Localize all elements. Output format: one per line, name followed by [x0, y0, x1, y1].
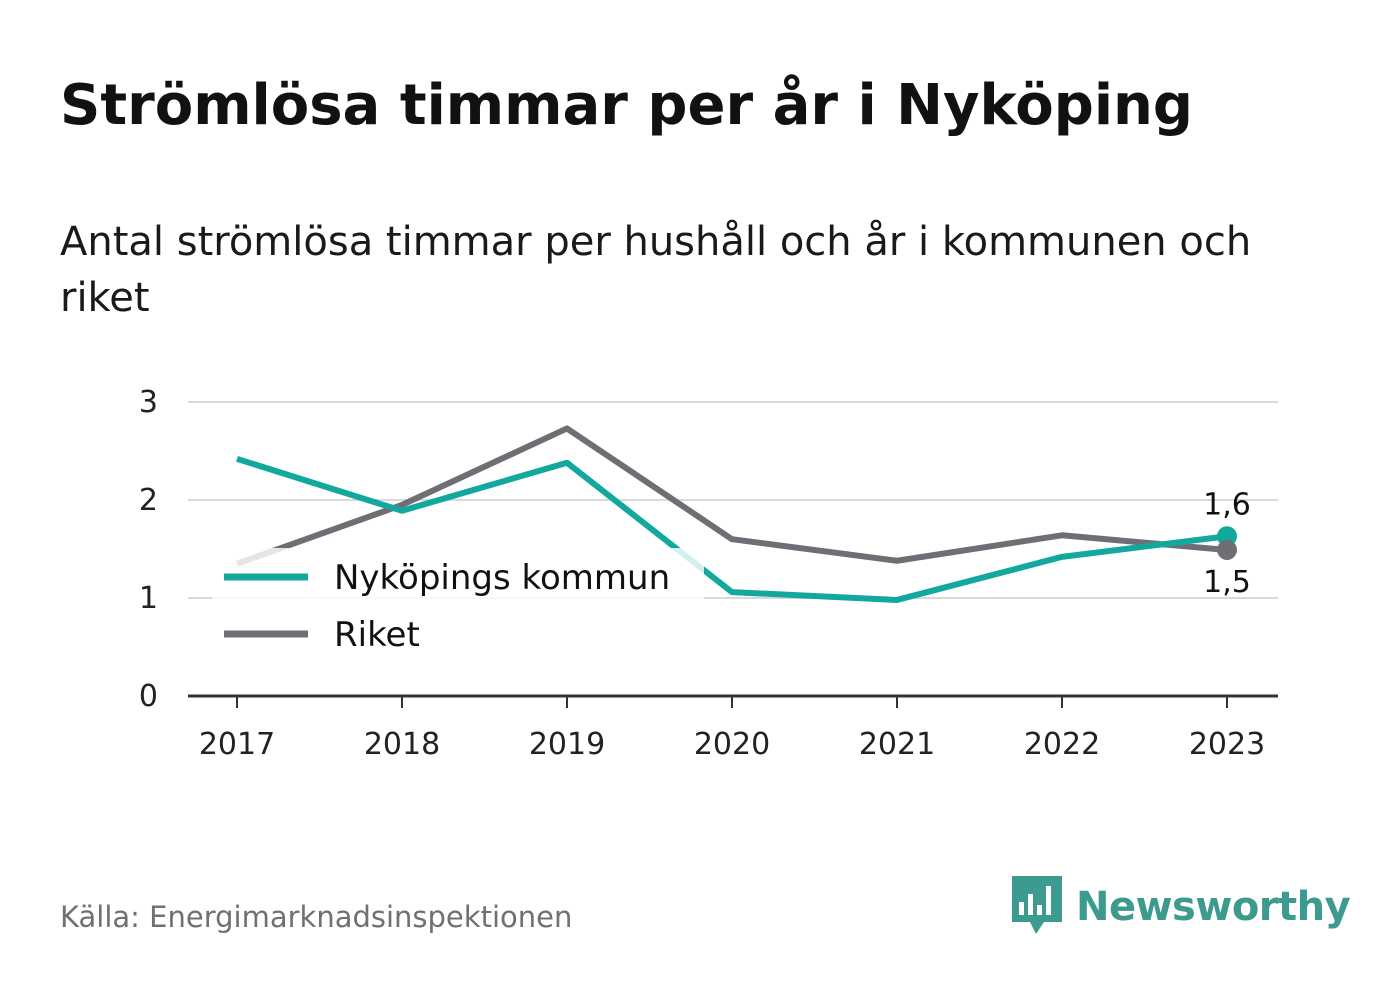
newsworthy-chart-bubble-icon [1010, 874, 1064, 940]
end-markers: 1,6 1,5 [1203, 487, 1251, 600]
series-lines [235, 425, 1228, 603]
y-tick-label: 3 [139, 385, 158, 420]
page-title: Strömlösa timmar per år i Nyköping [60, 73, 1193, 138]
x-axis: 2017 2018 2019 2020 2021 2022 2023 [188, 694, 1278, 762]
y-tick-label: 0 [139, 679, 158, 714]
series-line-1 [235, 425, 1228, 567]
x-tick-label: 2017 [199, 727, 275, 762]
x-tick-label: 2020 [694, 727, 770, 762]
end-label-0: 1,6 [1203, 487, 1251, 522]
brand-logo[interactable]: Newsworthy [1010, 874, 1351, 940]
line-chart: 0 1 2 3 2017 2018 2019 2020 2021 2022 2023 Nyköpi… [139, 385, 1278, 762]
y-tick-label: 1 [139, 581, 158, 616]
x-tick-label: 2022 [1024, 727, 1100, 762]
brand-name: Newsworthy [1076, 884, 1351, 930]
legend-label-0: Nyköpings kommun [334, 558, 670, 598]
y-axis-ticks: 0 1 2 3 [139, 385, 158, 714]
y-tick-label: 2 [139, 483, 158, 518]
end-marker-1 [1217, 539, 1237, 560]
chart-subtitle: Antal strömlösa timmar per hushåll och å… [60, 219, 1252, 321]
end-marker-0 [1217, 526, 1237, 547]
x-tick-label: 2021 [859, 727, 935, 762]
series-line-0 [236, 455, 1228, 603]
legend-label-1: Riket [334, 615, 420, 655]
x-tick-label: 2019 [529, 727, 605, 762]
end-label-1: 1,5 [1203, 565, 1251, 600]
x-tick-label: 2018 [364, 727, 440, 762]
legend: Nyköpings kommun Riket [212, 548, 704, 668]
x-tick-label: 2023 [1189, 727, 1265, 762]
source-note: Källa: Energimarknadsinspektionen [60, 900, 573, 934]
legend-backdrop [212, 548, 704, 668]
